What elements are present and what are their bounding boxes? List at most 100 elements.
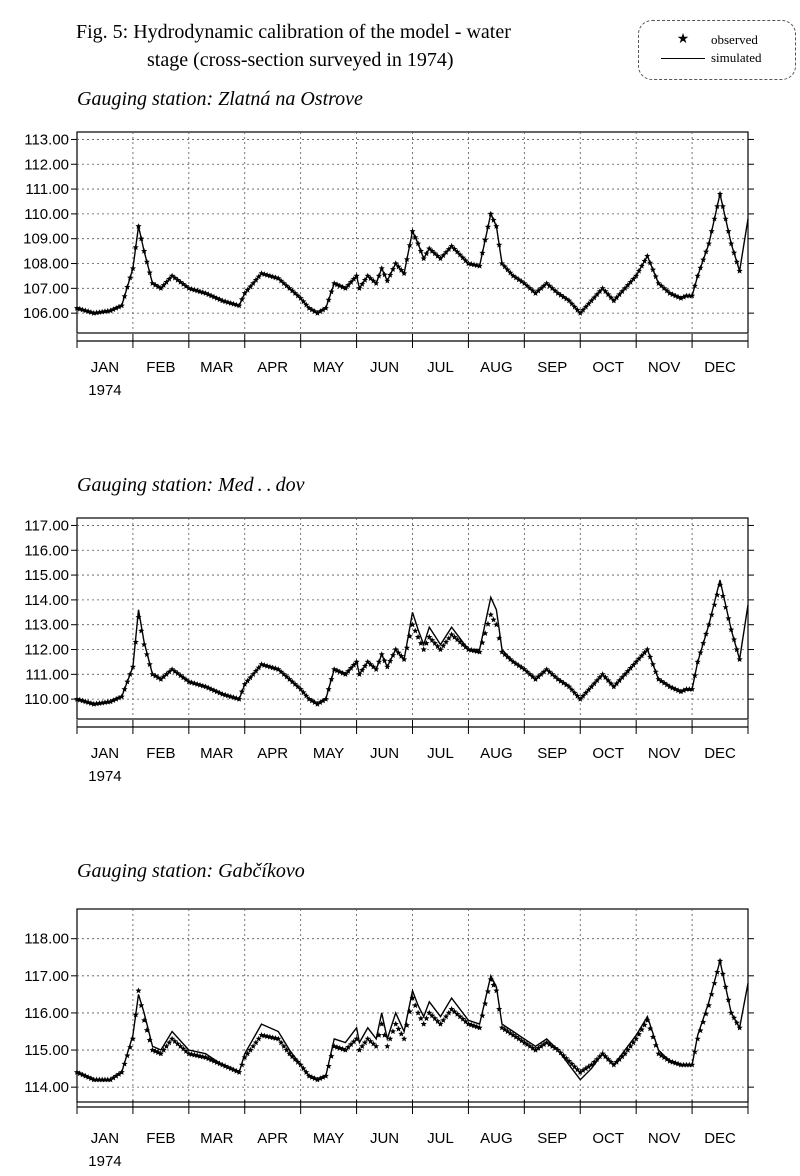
observed-point <box>283 282 290 289</box>
observed-point <box>238 296 245 303</box>
observed-point <box>521 666 528 672</box>
observed-point <box>487 611 494 618</box>
observed-point <box>616 291 623 298</box>
observed-point <box>728 1009 735 1016</box>
observed-point <box>317 308 324 315</box>
observed-point <box>252 667 259 674</box>
observed-point <box>350 1038 357 1045</box>
y-tick-label: 114.00 <box>24 1079 69 1096</box>
observed-point <box>663 681 670 688</box>
observed-point <box>619 1053 626 1060</box>
observed-point <box>185 285 192 291</box>
observed-point <box>146 661 153 667</box>
observed-point <box>524 1041 531 1048</box>
observed-point <box>171 274 178 281</box>
observed-point <box>342 1046 349 1053</box>
observed-point <box>258 270 265 276</box>
observed-point <box>652 668 659 675</box>
x-tick-label: JUN <box>370 359 399 376</box>
y-tick-label: 116.00 <box>24 1005 69 1022</box>
observed-point <box>566 683 573 690</box>
observed-point <box>146 269 153 276</box>
observed-point <box>714 968 721 975</box>
observed-point <box>241 681 248 687</box>
observed-point <box>289 287 296 294</box>
x-tick-label: APR <box>257 1130 288 1147</box>
observed-point <box>191 286 198 293</box>
observed-point <box>571 1063 578 1070</box>
observed-point <box>194 287 201 294</box>
observed-point <box>250 671 257 677</box>
observed-point <box>275 1035 282 1042</box>
observed-point <box>641 257 648 264</box>
observed-point <box>322 1072 329 1079</box>
observed-point <box>320 306 327 313</box>
observed-point <box>479 1012 486 1019</box>
observed-point <box>594 291 601 298</box>
x-tick-label: SEP <box>537 745 567 762</box>
observed-point <box>722 983 729 990</box>
observed-point <box>197 288 204 295</box>
observed-point <box>132 638 139 645</box>
observed-point <box>141 1017 148 1023</box>
observed-point <box>594 677 601 684</box>
observed-point <box>233 301 240 308</box>
observed-point <box>107 1076 114 1083</box>
observed-point <box>431 640 438 646</box>
observed-point <box>266 663 273 670</box>
observed-point <box>99 1076 106 1083</box>
observed-point <box>493 223 500 229</box>
observed-point <box>549 671 556 677</box>
observed-point <box>347 1041 354 1048</box>
observed-point <box>591 680 598 687</box>
observed-point <box>230 1066 237 1073</box>
observed-point <box>401 1035 408 1042</box>
x-tick-label: OCT <box>592 1130 624 1147</box>
observed-point <box>526 1043 533 1049</box>
observed-point <box>289 1053 296 1060</box>
observed-point <box>328 288 335 295</box>
x-tick-label: JUN <box>370 1130 399 1147</box>
observed-point <box>594 1056 601 1062</box>
observed-point <box>350 661 357 668</box>
observed-point <box>459 254 466 261</box>
observed-point <box>275 275 282 281</box>
observed-point <box>490 981 497 988</box>
observed-point <box>202 290 209 296</box>
observed-point <box>308 1074 315 1080</box>
observed-point <box>423 640 430 646</box>
observed-point <box>630 661 637 668</box>
year-label: 1974 <box>88 382 121 399</box>
observed-point <box>608 294 614 301</box>
x-tick-label: AUG <box>480 1130 513 1147</box>
x-tick-label: JUL <box>427 359 454 376</box>
observed-point <box>314 700 321 707</box>
observed-point <box>303 301 310 308</box>
observed-point <box>244 286 251 293</box>
observed-point <box>328 676 335 682</box>
observed-point <box>510 272 517 279</box>
observed-point <box>443 249 450 255</box>
observed-point <box>638 652 645 659</box>
observed-point <box>124 678 131 685</box>
observed-point <box>661 1054 668 1061</box>
y-tick-label: 112.00 <box>24 642 69 659</box>
observed-point <box>644 646 651 653</box>
legend: ★ observed simulated <box>638 20 796 80</box>
legend-label-simulated: simulated <box>711 50 762 65</box>
observed-point <box>286 1050 293 1057</box>
observed-point <box>697 264 704 271</box>
observed-point <box>384 277 391 284</box>
observed-point <box>507 1030 514 1036</box>
observed-point <box>538 671 545 677</box>
observed-point <box>395 1025 402 1032</box>
observed-point <box>624 282 631 288</box>
observed-point <box>507 269 514 276</box>
observed-point <box>389 652 396 658</box>
observed-point <box>180 674 187 681</box>
observed-point <box>448 631 455 638</box>
x-tick-label: JAN <box>91 1130 119 1147</box>
observed-point <box>389 1028 396 1035</box>
observed-point <box>336 668 343 675</box>
y-tick-label: 107.00 <box>23 280 69 297</box>
